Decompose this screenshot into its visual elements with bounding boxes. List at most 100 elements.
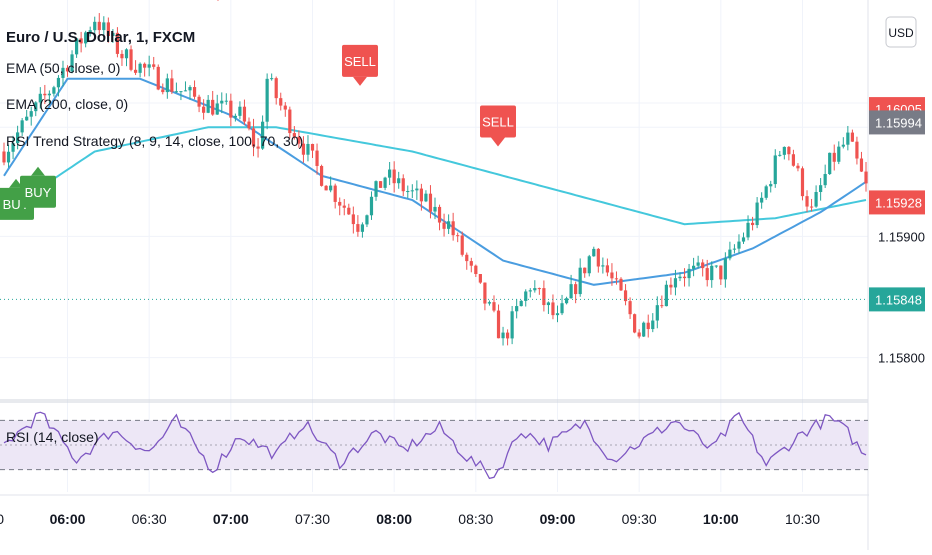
candle-body	[360, 224, 365, 232]
candle-body	[619, 278, 623, 291]
price-label-badge: 1.15928	[869, 190, 925, 215]
candle-body	[592, 248, 596, 257]
candle-body	[714, 265, 718, 267]
candle-body	[310, 143, 315, 151]
candle-body	[787, 146, 791, 155]
price-label-bg	[869, 287, 925, 312]
candles	[2, 13, 868, 346]
candle-body	[220, 100, 224, 104]
candle-body	[782, 146, 786, 155]
candle-body	[319, 165, 324, 186]
candle-body	[437, 206, 442, 223]
time-tick-label: 2:00	[0, 511, 4, 527]
price-label-text: 1.15848	[875, 292, 922, 307]
time-tick-label: 10:00	[703, 511, 739, 527]
candle-body	[315, 150, 319, 166]
candle-body	[492, 302, 496, 311]
candle-body	[814, 191, 818, 207]
candle-body	[837, 146, 841, 162]
ema-200-line	[3, 126, 867, 226]
symbol-title[interactable]: Euro / U.S. Dollar, 1, FXCM	[6, 29, 195, 46]
candle-body	[569, 284, 573, 299]
candle-body	[378, 181, 383, 188]
indicator-rsi-strategy[interactable]: RSI Trend Strategy (8, 9, 14, close, 100…	[6, 133, 303, 149]
candle-body	[710, 265, 714, 281]
sell-signal-pointer	[217, 0, 219, 1]
candle-body	[29, 111, 33, 117]
candle-body	[433, 206, 437, 212]
candle-body	[846, 132, 850, 145]
candle-body	[469, 261, 473, 266]
candle-body	[292, 133, 296, 137]
price-tick-label: 1.15800	[878, 351, 925, 366]
candle-body	[578, 267, 582, 295]
candle-body	[505, 332, 510, 339]
candle-body	[192, 87, 197, 97]
candle-body	[279, 98, 283, 106]
candle-body	[465, 254, 469, 262]
time-tick-label: 06:30	[132, 511, 167, 527]
candle-body	[669, 284, 673, 288]
ema-50-line	[3, 77, 867, 286]
candle-body	[74, 38, 79, 55]
candle-body	[25, 116, 29, 121]
candle-body	[533, 288, 537, 291]
indicator-ema-50[interactable]: EMA (50, close, 0)	[6, 60, 120, 76]
candle-body	[347, 207, 351, 215]
candle-body	[737, 241, 741, 249]
currency-button[interactable]: USD	[885, 16, 917, 48]
candle-body	[447, 221, 451, 229]
candle-body	[864, 171, 868, 184]
candle-body	[143, 63, 147, 68]
candle-body	[855, 141, 859, 159]
candle-body	[283, 105, 287, 110]
buy-signal-box	[20, 175, 56, 208]
price-label-bg	[869, 190, 925, 215]
buy-signal-label: BUY	[25, 185, 52, 200]
candle-body	[247, 121, 251, 129]
candle-body	[124, 49, 129, 59]
buy-signal-pointer	[9, 178, 23, 188]
price-label-badge: 1.15994	[869, 110, 925, 135]
candle-body	[288, 109, 292, 134]
candle-body	[456, 235, 460, 237]
candle-body	[596, 248, 600, 267]
candle-body	[161, 89, 165, 93]
candle-body	[170, 78, 174, 92]
candle-body	[206, 99, 210, 113]
sell-signal: SELL	[217, 0, 219, 1]
candle-body	[664, 284, 668, 307]
indicator-ema-200[interactable]: EMA (200, close, 0)	[6, 96, 128, 112]
candle-body	[741, 237, 746, 242]
signals: BUYBUYSELLSELLSELL	[0, 0, 516, 220]
candle-body	[174, 91, 178, 93]
rsi-pane-label[interactable]: RSI (14, close)	[6, 429, 99, 445]
candle-body	[324, 185, 328, 191]
candle-body	[115, 32, 120, 54]
time-tick-label: 07:00	[213, 511, 249, 527]
candle-body	[746, 222, 750, 238]
candle-body	[11, 143, 15, 152]
candle-body	[501, 332, 505, 339]
candle-body	[338, 201, 342, 206]
candle-body	[165, 78, 169, 93]
sell-signal-box	[342, 44, 378, 77]
candle-body	[614, 278, 619, 280]
candle-body	[242, 106, 247, 122]
time-tick-label: 08:30	[458, 511, 493, 527]
candle-body	[655, 305, 659, 321]
candle-body	[682, 276, 687, 279]
candle-body	[537, 288, 541, 290]
candle-body	[84, 32, 88, 44]
candle-body	[442, 222, 446, 229]
candle-body	[369, 196, 374, 216]
candle-body	[542, 288, 546, 306]
candle-body	[583, 267, 587, 274]
candle-body	[261, 121, 265, 149]
sell-signal-label: SELL	[482, 114, 514, 129]
candle-body	[197, 96, 201, 107]
rsi-pane	[0, 411, 868, 480]
candle-body	[601, 265, 605, 267]
